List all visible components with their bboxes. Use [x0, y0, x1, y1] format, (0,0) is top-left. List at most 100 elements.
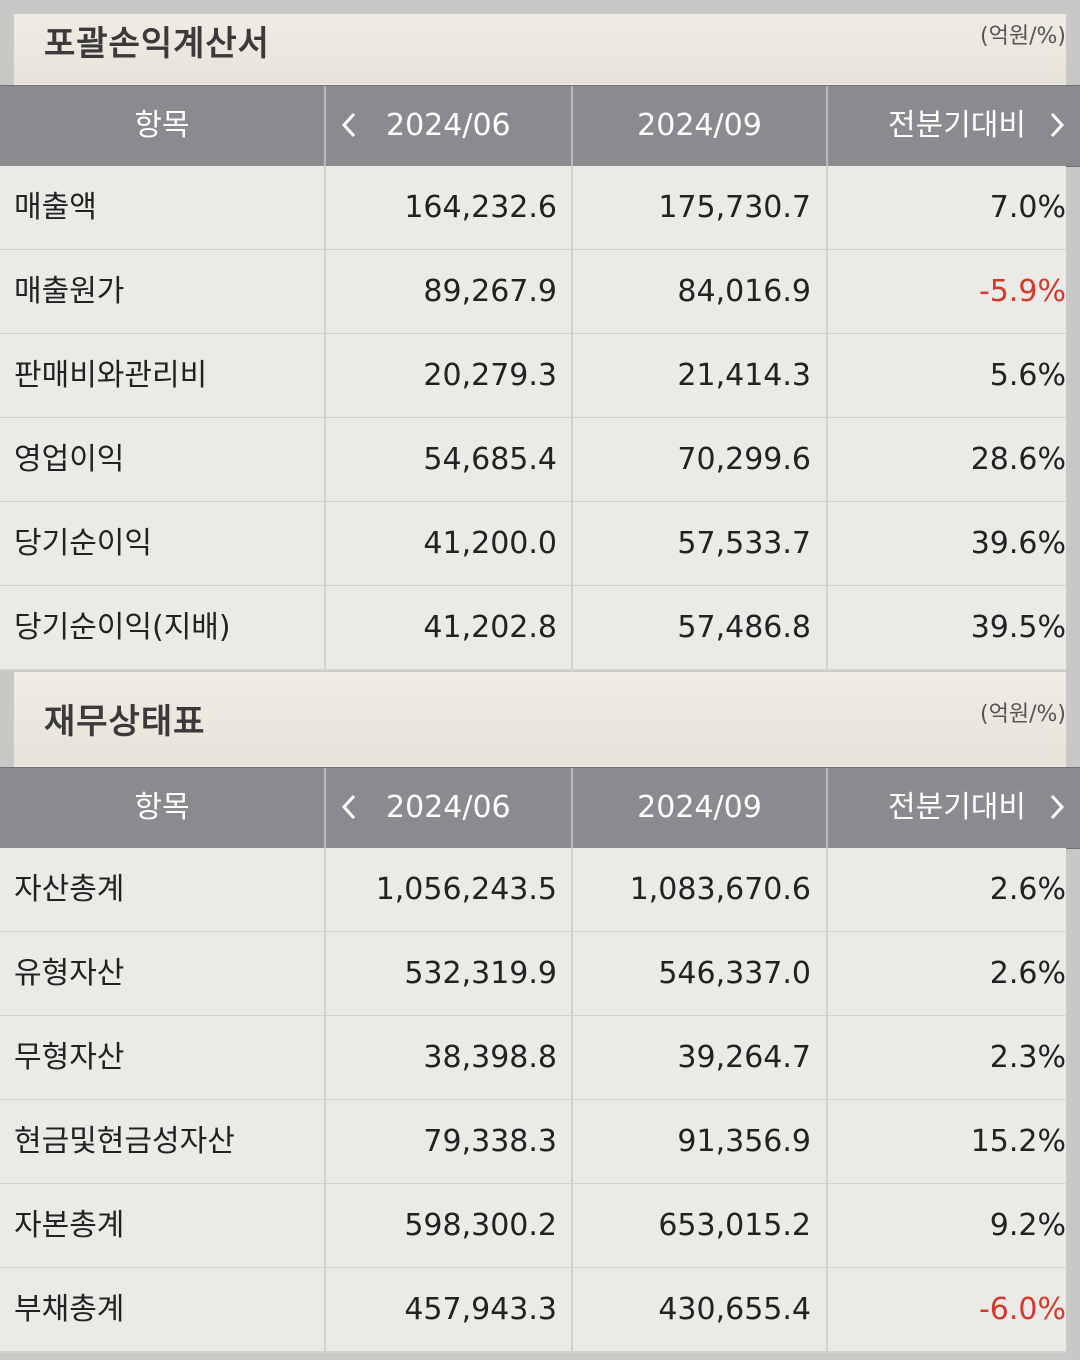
period1-value: 38,398.8 — [423, 1040, 557, 1075]
row-label: 부채총계 — [14, 1292, 125, 1327]
header-period2: 2024/09 — [637, 790, 762, 825]
unit-label: (억원/%) — [980, 24, 1066, 49]
row-label: 자본총계 — [14, 1208, 125, 1243]
column-divider — [571, 334, 573, 417]
change-value: 2.6% — [989, 872, 1066, 907]
row-label: 자산총계 — [14, 872, 125, 907]
chevron-left-icon[interactable] — [338, 790, 360, 830]
column-divider — [826, 502, 828, 585]
table-row[interactable]: 자산총계 1,056,243.5 1,083,670.6 2.6% — [0, 848, 1066, 933]
change-value: 39.6% — [970, 526, 1066, 561]
period2-value: 21,414.3 — [677, 358, 811, 393]
column-divider — [826, 1100, 828, 1183]
change-value: 2.6% — [989, 956, 1066, 991]
period1-value: 41,202.8 — [423, 610, 557, 645]
change-value: 7.0% — [989, 190, 1066, 225]
period2-value: 84,016.9 — [677, 274, 811, 309]
row-label: 무형자산 — [14, 1040, 125, 1075]
table-row[interactable]: 자본총계 598,300.2 653,015.2 9.2% — [0, 1184, 1066, 1269]
column-divider — [571, 848, 573, 931]
period1-value: 54,685.4 — [423, 442, 557, 477]
table-row[interactable]: 판매비와관리비 20,279.3 21,414.3 5.6% — [0, 334, 1066, 419]
table-row[interactable]: 당기순이익(지배) 41,202.8 57,486.8 39.5% — [0, 586, 1066, 671]
column-divider — [324, 1100, 326, 1183]
period2-value: 546,337.0 — [658, 956, 811, 991]
chevron-right-icon[interactable] — [1046, 108, 1068, 148]
period2-value: 91,356.9 — [677, 1124, 811, 1159]
column-divider — [571, 1100, 573, 1183]
period1-value: 457,943.3 — [404, 1292, 557, 1327]
column-divider — [324, 334, 326, 417]
period2-value: 653,015.2 — [658, 1208, 811, 1243]
column-divider — [826, 250, 828, 333]
unit-label: (억원/%) — [980, 702, 1066, 727]
column-divider — [324, 502, 326, 585]
column-divider — [826, 1016, 828, 1099]
chevron-right-icon[interactable] — [1046, 790, 1068, 830]
header-period1: 2024/06 — [386, 108, 511, 143]
table-row[interactable]: 매출원가 89,267.9 84,016.9 -5.9% — [0, 250, 1066, 335]
row-label: 매출액 — [14, 190, 97, 225]
column-divider — [324, 1184, 326, 1267]
period1-value: 41,200.0 — [423, 526, 557, 561]
header-period1: 2024/06 — [386, 790, 511, 825]
row-label: 당기순이익 — [14, 526, 152, 561]
change-value: 2.3% — [989, 1040, 1066, 1075]
column-divider — [826, 848, 828, 931]
period2-value: 175,730.7 — [658, 190, 811, 225]
table-row[interactable]: 당기순이익 41,200.0 57,533.7 39.6% — [0, 502, 1066, 587]
period2-value: 1,083,670.6 — [629, 872, 811, 907]
section-title: 재무상태표 — [44, 702, 206, 742]
column-divider — [324, 418, 326, 501]
change-value: 28.6% — [970, 442, 1066, 477]
period1-value: 1,056,243.5 — [375, 872, 557, 907]
column-divider — [324, 250, 326, 333]
column-divider — [826, 334, 828, 417]
column-divider — [324, 848, 326, 931]
change-value: -5.9% — [978, 274, 1066, 309]
period2-value: 39,264.7 — [677, 1040, 811, 1075]
column-divider — [324, 166, 326, 249]
header-change: 전분기대비 — [888, 790, 1026, 825]
header-change: 전분기대비 — [888, 108, 1026, 143]
section-title: 포괄손익계산서 — [44, 24, 270, 64]
column-divider — [324, 1016, 326, 1099]
row-label: 판매비와관리비 — [14, 358, 208, 393]
column-divider — [571, 932, 573, 1015]
column-divider — [826, 418, 828, 501]
section-title-bar: 재무상태표 (억원/%) — [14, 672, 1066, 766]
table-row[interactable]: 영업이익 54,685.4 70,299.6 28.6% — [0, 418, 1066, 503]
column-divider — [826, 586, 828, 669]
table-row[interactable]: 부채총계 457,943.3 430,655.4 -6.0% — [0, 1268, 1066, 1353]
period1-value: 89,267.9 — [423, 274, 557, 309]
period2-value: 430,655.4 — [658, 1292, 811, 1327]
table-row[interactable]: 유형자산 532,319.9 546,337.0 2.6% — [0, 932, 1066, 1017]
column-divider — [571, 1268, 573, 1351]
column-divider — [571, 1016, 573, 1099]
table-row[interactable]: 현금및현금성자산 79,338.3 91,356.9 15.2% — [0, 1100, 1066, 1185]
table-row[interactable]: 무형자산 38,398.8 39,264.7 2.3% — [0, 1016, 1066, 1101]
column-divider — [826, 1184, 828, 1267]
column-divider — [826, 932, 828, 1015]
change-value: 9.2% — [989, 1208, 1066, 1243]
column-divider — [571, 1184, 573, 1267]
change-value: -6.0% — [978, 1292, 1066, 1327]
column-divider — [571, 502, 573, 585]
table-header: 항목 2024/06 2024/09 전분기대비 — [0, 85, 1080, 167]
row-label: 영업이익 — [14, 442, 125, 477]
row-label: 현금및현금성자산 — [14, 1124, 235, 1159]
period2-value: 57,486.8 — [677, 610, 811, 645]
header-period2: 2024/09 — [637, 108, 762, 143]
period1-value: 164,232.6 — [404, 190, 557, 225]
column-divider — [324, 586, 326, 669]
column-divider — [826, 1268, 828, 1351]
column-divider — [826, 166, 828, 249]
chevron-left-icon[interactable] — [338, 108, 360, 148]
period2-value: 70,299.6 — [677, 442, 811, 477]
table-row[interactable]: 매출액 164,232.6 175,730.7 7.0% — [0, 166, 1066, 251]
row-label: 매출원가 — [14, 274, 125, 309]
column-divider — [571, 586, 573, 669]
period1-value: 79,338.3 — [423, 1124, 557, 1159]
column-divider — [571, 418, 573, 501]
period1-value: 598,300.2 — [404, 1208, 557, 1243]
